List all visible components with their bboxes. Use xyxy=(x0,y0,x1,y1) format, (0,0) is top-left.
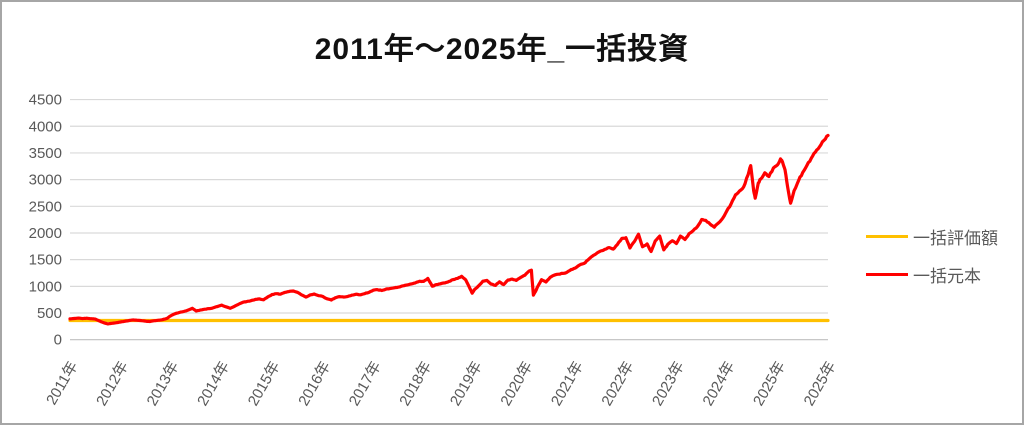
x-axis-label: 2015年 xyxy=(245,359,284,409)
x-axis-label: 2020年 xyxy=(497,359,536,409)
y-axis-label: 4500 xyxy=(29,92,62,109)
x-axis-label: 2023年 xyxy=(649,359,688,409)
legend-item-principal: 一括元本 xyxy=(866,262,981,287)
x-axis-label: 2022年 xyxy=(598,359,637,409)
y-axis-label: 1000 xyxy=(29,278,62,295)
legend-label-principal: 一括元本 xyxy=(913,267,981,286)
legend-item-valuation: 一括評価額 xyxy=(866,224,998,249)
y-axis-label: 2500 xyxy=(29,198,62,215)
y-axis-label: 0 xyxy=(54,332,62,349)
x-axis-label: 2011年 xyxy=(43,359,81,408)
y-axis-label: 4000 xyxy=(29,118,62,135)
x-axis-label: 2012年 xyxy=(93,359,132,409)
x-axis-label: 2025年 xyxy=(750,359,789,409)
x-axis-label: 2019年 xyxy=(447,359,486,409)
legend-line-icon-principal xyxy=(866,272,908,277)
y-axis-label: 3000 xyxy=(29,172,62,189)
legend-label-valuation: 一括評価額 xyxy=(913,229,998,248)
chart-title: 2011年〜2025年_一括投資 xyxy=(314,33,690,66)
x-axis-label: 2017年 xyxy=(346,359,385,409)
y-axis-label: 1500 xyxy=(29,252,62,269)
y-axis-label: 500 xyxy=(37,305,62,322)
y-axis-label: 2000 xyxy=(29,225,62,242)
x-axis-label: 2021年 xyxy=(548,359,587,409)
x-axis-label: 2018年 xyxy=(396,359,435,409)
x-axis-label: 2024年 xyxy=(699,359,738,409)
y-axis-label: 3500 xyxy=(29,145,62,162)
legend-line-icon-valuation xyxy=(866,234,908,239)
x-axis-label: 2013年 xyxy=(144,359,183,409)
x-axis-label: 2025年 xyxy=(801,359,840,409)
x-axis-label: 2016年 xyxy=(295,359,334,409)
series-line-principal xyxy=(68,133,830,326)
x-axis-label: 2014年 xyxy=(194,359,233,409)
